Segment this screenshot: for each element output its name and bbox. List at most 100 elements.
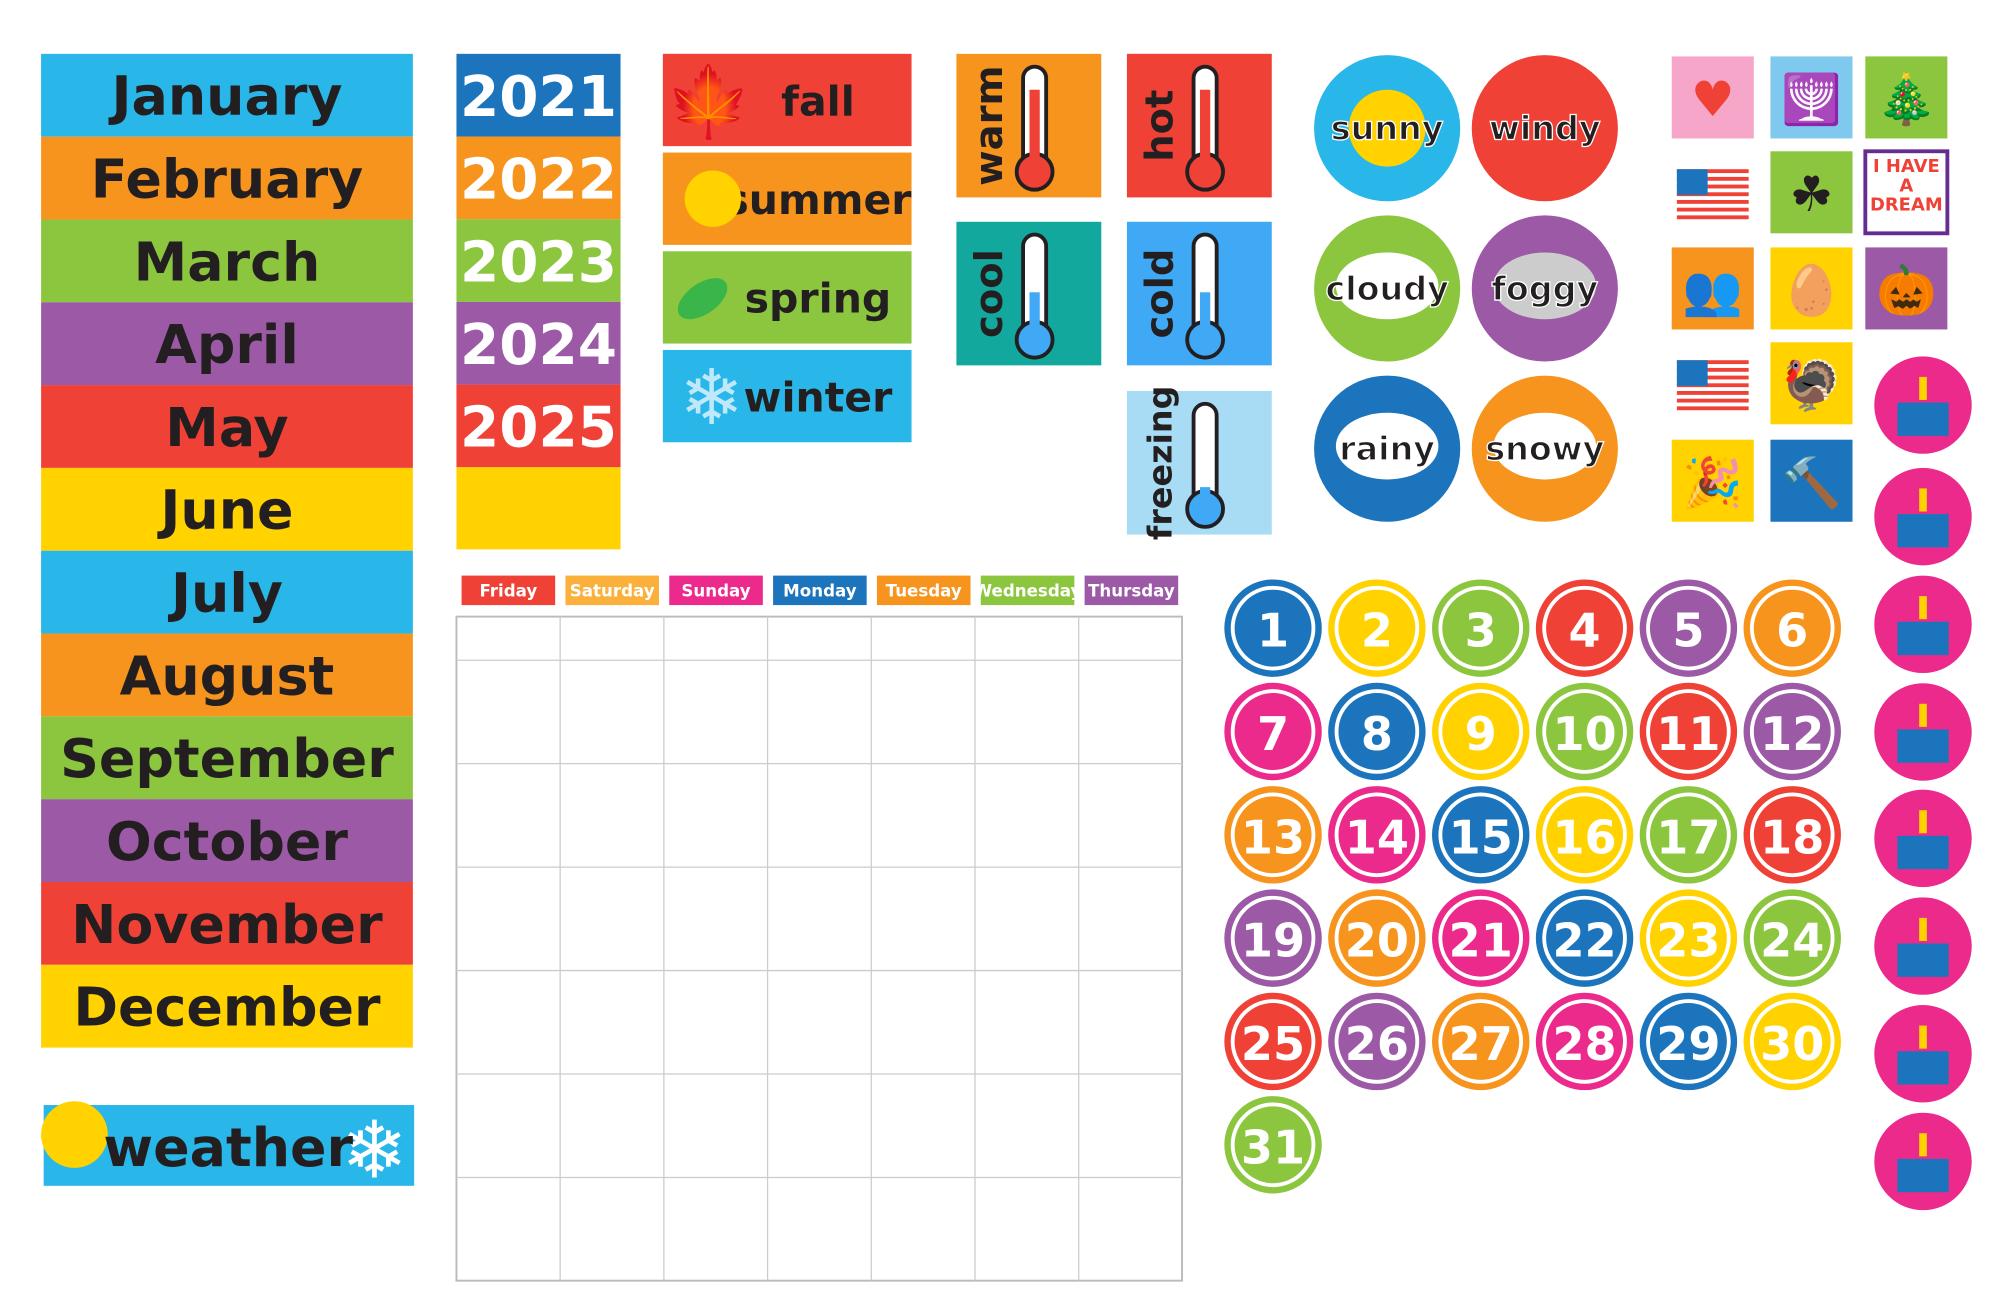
year-label: 2023 [460,230,617,295]
weekday-card [980,575,1075,606]
month-strip [41,881,413,965]
holiday-card [1671,247,1754,330]
year-label: 2025 [460,396,617,461]
weekday-card [669,575,763,606]
temperature-label: hot [1138,90,1183,162]
sun-icon [1348,89,1426,167]
month-strip [41,136,413,220]
date-label: 31 [1241,1120,1305,1174]
holiday-text: A [1899,175,1913,196]
date-label: 7 [1257,707,1289,761]
holiday-card [1863,149,1950,236]
date-circle [1649,899,1727,977]
date-label: 22 [1552,914,1616,968]
flag-stripe [1676,184,1749,189]
month-label: May [165,396,288,459]
flag-stripe [1676,169,1749,174]
month-label: November [71,893,383,956]
flag-stripe [1676,215,1749,220]
thermometer-fill [1199,292,1211,338]
holiday-text: DREAM [1870,195,1943,216]
season-card [662,349,912,443]
candle [1919,1133,1927,1157]
sun-icon [684,170,742,227]
date-label: 30 [1760,1017,1824,1071]
temperature-label: cold [1138,249,1183,339]
cloud-icon [1493,252,1597,320]
date-label: 28 [1552,1017,1616,1071]
flag-canton [1676,360,1708,386]
holiday-card [1865,247,1948,330]
date-label: 26 [1345,1017,1409,1071]
date-label: 11 [1656,707,1720,761]
candle [1919,1025,1927,1049]
cloud-icon [1335,412,1439,480]
holiday-icon: 🎉 [1682,454,1743,512]
year-label: 2022 [460,148,617,213]
thermometer-fill [1199,487,1211,507]
weather-label: foggy [1491,269,1598,308]
month-label: February [91,147,363,210]
holiday-icon: 🎄 [1876,71,1937,128]
weekday-label: Monday [783,581,857,600]
year-strip [456,301,621,385]
date-circle [1649,693,1727,770]
holiday-card [1770,439,1853,522]
cake [1897,514,1949,548]
month-strip [41,219,413,303]
year-strip [456,384,621,468]
date-label: 27 [1449,1017,1513,1071]
month-label: January [108,65,343,128]
holiday-card [1865,56,1948,139]
date-circle [1546,796,1624,874]
date-label: 29 [1656,1017,1720,1071]
date-label: 2 [1361,604,1393,658]
cake [1897,835,1949,870]
weather-label: cloudy [1325,269,1449,308]
holiday-icon: 🥚 [1781,262,1842,319]
weather-label: windy [1489,109,1601,148]
weekday-label: Thursday [1088,581,1175,600]
holiday-icon: ♥ [1691,72,1735,128]
calendar-grid [455,615,1183,1282]
thermometer-fill [1029,89,1040,170]
snowflake-icon: ❄ [679,354,743,443]
holiday-icon: ☘ [1790,167,1834,223]
month-label: July [167,562,283,625]
flag-stripe [1676,390,1749,395]
date-circle [1338,899,1416,977]
sun-icon [41,1101,108,1168]
date-label: 13 [1241,810,1305,864]
date-circle [1546,1002,1624,1080]
year-strip [456,136,621,220]
holiday-icon: 🕎 [1781,71,1842,128]
date-circle [1753,1002,1831,1080]
date-label: 9 [1465,707,1497,761]
year-strip [456,219,621,302]
date-circle [1753,796,1831,874]
month-strip [41,467,413,551]
candle [1919,376,1927,400]
date-circle [1234,693,1312,770]
candle [1919,703,1927,727]
weekday-card [1084,575,1179,606]
date-circle [1442,693,1520,770]
date-circle [1546,589,1624,667]
holiday-card [1770,151,1853,234]
weather-banner-label: weather [103,1116,353,1179]
temperature-label: warm [967,65,1012,185]
candle [1919,596,1927,620]
season-label: summer [724,176,912,224]
thermometer-fill [1199,89,1211,170]
holiday-text: I HAVE [1873,156,1940,177]
date-circle [1753,899,1831,977]
flag-stripe [1676,406,1749,411]
holiday-icon: 🔨 [1781,454,1842,511]
date-circle [1546,693,1624,770]
holiday-icon: 🦃 [1781,357,1842,414]
date-label: 16 [1552,810,1616,864]
date-label: 19 [1241,914,1305,968]
flag-stripe [1676,192,1749,197]
weather-label: sunny [1331,109,1444,148]
